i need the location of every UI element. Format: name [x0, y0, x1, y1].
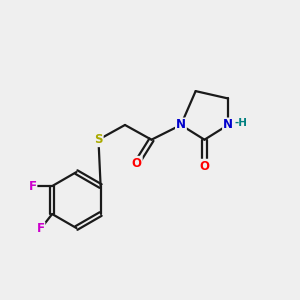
Text: O: O: [132, 157, 142, 170]
Text: F: F: [36, 222, 44, 235]
Text: -H: -H: [235, 118, 248, 128]
Text: S: S: [94, 133, 103, 146]
Text: N: N: [176, 118, 186, 131]
Text: N: N: [223, 118, 233, 131]
Text: F: F: [28, 180, 36, 193]
Text: O: O: [200, 160, 209, 173]
